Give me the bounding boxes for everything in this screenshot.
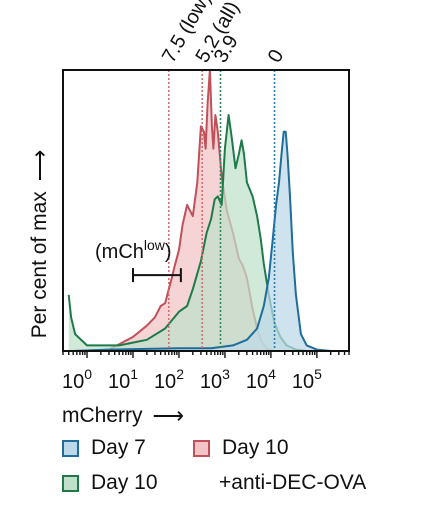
y-axis-arrow-icon: ⟶ — [27, 149, 52, 182]
y-axis-label: Per cent of max ⟶ — [27, 150, 53, 339]
legend-swatch-day7 — [62, 439, 79, 457]
x-tick-label: 104 — [246, 366, 276, 393]
x-tick-label: 102 — [154, 366, 184, 393]
x-tick-label: 100 — [62, 366, 92, 393]
gate-label: (mChlow) — [95, 237, 172, 263]
legend-label-anti-dec-ova: +anti-DEC-OVA — [219, 471, 367, 494]
x-tick-label: 101 — [108, 366, 138, 393]
x-axis-label-text: mCherry — [62, 404, 143, 427]
legend-label-day7: Day 7 — [91, 436, 146, 459]
legend-label-day10-dec: Day 10 — [222, 436, 289, 459]
x-tick-label: 103 — [200, 366, 230, 393]
x-tick-label: 105 — [292, 366, 322, 393]
legend-swatch-day10-dec — [193, 439, 210, 457]
legend-item-day7: Day 7 — [62, 436, 146, 460]
series-line-1 — [67, 114, 307, 352]
reference-label-3: 0 — [264, 46, 289, 67]
legend-item-day10-dec: Day 10 — [193, 436, 289, 460]
x-axis-label: mCherry ⟶ — [62, 403, 184, 429]
series-line-2 — [73, 130, 331, 352]
legend-item-day10: Day 10 — [62, 471, 158, 495]
x-axis-arrow-icon: ⟶ — [152, 403, 185, 428]
legend-swatch-day10 — [62, 474, 79, 492]
legend-label-day10: Day 10 — [91, 471, 158, 494]
series-area-1 — [68, 115, 307, 351]
y-axis-label-text: Per cent of max — [28, 191, 51, 339]
